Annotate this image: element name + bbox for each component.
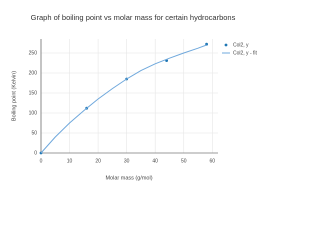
fit-line	[40, 44, 207, 154]
x-tick-label: 50	[181, 158, 187, 164]
x-axis-title: Molar mass (g/mol)	[105, 175, 152, 181]
legend-swatch	[224, 43, 228, 47]
x-tick-label: 10	[67, 158, 73, 164]
chart-title: Graph of boiling point vs molar mass for…	[31, 13, 236, 22]
y-tick-label: 250	[29, 50, 38, 56]
y-tick-label: 150	[29, 90, 38, 96]
y-tick-label: 200	[29, 70, 38, 76]
y-axis-title: Boiling point (Kelvin)	[11, 71, 17, 121]
y-tick-label: 50	[31, 130, 37, 136]
x-tick-label: 60	[210, 158, 216, 164]
x-tick-label: 40	[152, 158, 158, 164]
x-tick-label: 20	[95, 158, 101, 164]
legend-label: Col2, y - fit	[233, 50, 258, 56]
x-tick-label: 0	[40, 158, 43, 164]
page: {"chart_data": {"type": "scatter", "titl…	[11, 12, 258, 182]
legend-label: Col2, y	[233, 42, 249, 48]
y-tick-label: 0	[34, 150, 37, 156]
chart: Graph of boiling point vs molar mass for…	[11, 13, 258, 181]
y-tick-label: 100	[29, 110, 38, 116]
x-tick-label: 30	[124, 158, 130, 164]
